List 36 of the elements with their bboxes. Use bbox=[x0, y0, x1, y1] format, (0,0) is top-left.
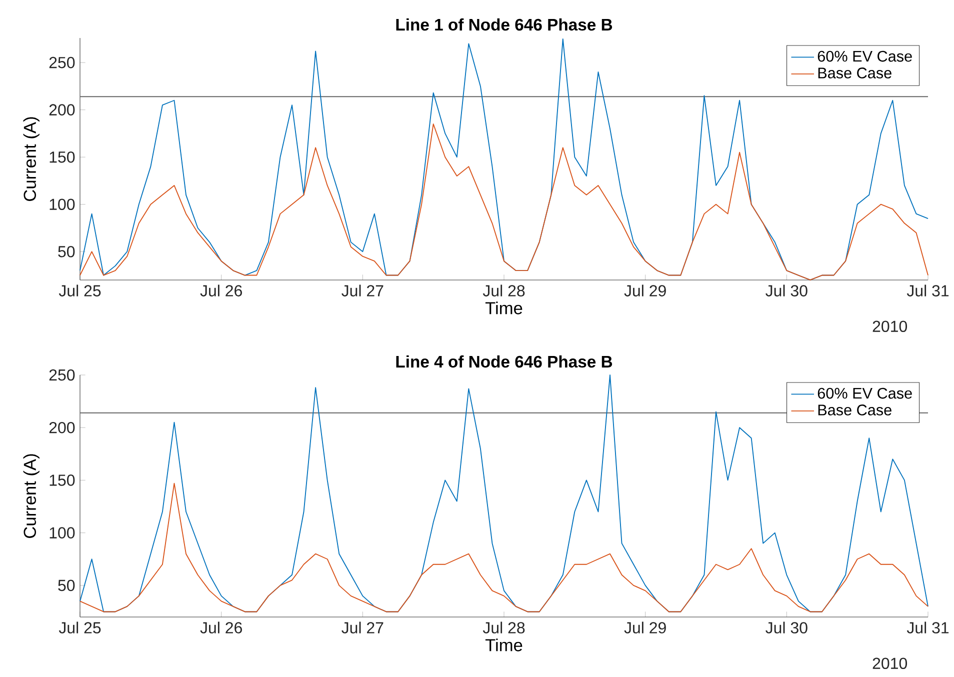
x-tick-label: Jul 28 bbox=[482, 622, 525, 634]
y-tick-label: 200 bbox=[49, 422, 75, 434]
x-tick-label: Jul 31 bbox=[906, 622, 949, 634]
text: 2010 bbox=[872, 320, 908, 332]
chart-title: Line 1 of Node 646 Phase B bbox=[396, 18, 612, 31]
x-tick-label: Jul 25 bbox=[58, 622, 101, 634]
chart-title: Line 4 of Node 646 Phase B bbox=[396, 355, 612, 368]
y-axis-title: Current (A) bbox=[23, 454, 40, 538]
legend-label: 60% EV Case bbox=[818, 50, 912, 62]
x-axis-title: Time bbox=[485, 302, 522, 314]
x-tick-label: Jul 28 bbox=[482, 284, 525, 296]
x-tick-label: Jul 27 bbox=[342, 284, 384, 296]
y-tick-label: 100 bbox=[50, 527, 75, 538]
y-tick-label: 250 bbox=[49, 56, 75, 68]
x-tick-label: Jul 27 bbox=[342, 622, 384, 634]
y-tick-label: 250 bbox=[49, 369, 75, 381]
x-tick-label: Jul 25 bbox=[58, 284, 101, 296]
legend-label: 60% EV Case bbox=[818, 388, 912, 399]
x-tick-label: Jul 30 bbox=[766, 622, 808, 634]
y-axis-title: Current (A) bbox=[23, 117, 40, 201]
y-tick-label: 150 bbox=[50, 151, 75, 163]
text: 2010 bbox=[872, 658, 908, 670]
legend-label: Base Case bbox=[818, 404, 892, 416]
x-tick-label: Jul 26 bbox=[200, 284, 242, 296]
x-tick-label: Jul 29 bbox=[624, 622, 666, 634]
legend-label: Base Case bbox=[818, 68, 892, 78]
y-tick-label: 100 bbox=[50, 198, 75, 210]
x-axis-title: Time bbox=[485, 638, 522, 652]
x-tick-label: Jul 26 bbox=[200, 622, 242, 634]
x-tick-label: Jul 31 bbox=[906, 284, 949, 296]
x-tick-label: Jul 29 bbox=[624, 284, 666, 296]
y-tick-label: 50 bbox=[58, 246, 75, 258]
y-tick-label: 150 bbox=[50, 474, 75, 486]
y-tick-label: 200 bbox=[49, 104, 75, 116]
x-tick-label: Jul 30 bbox=[766, 284, 808, 296]
y-tick-label: 50 bbox=[58, 580, 75, 592]
